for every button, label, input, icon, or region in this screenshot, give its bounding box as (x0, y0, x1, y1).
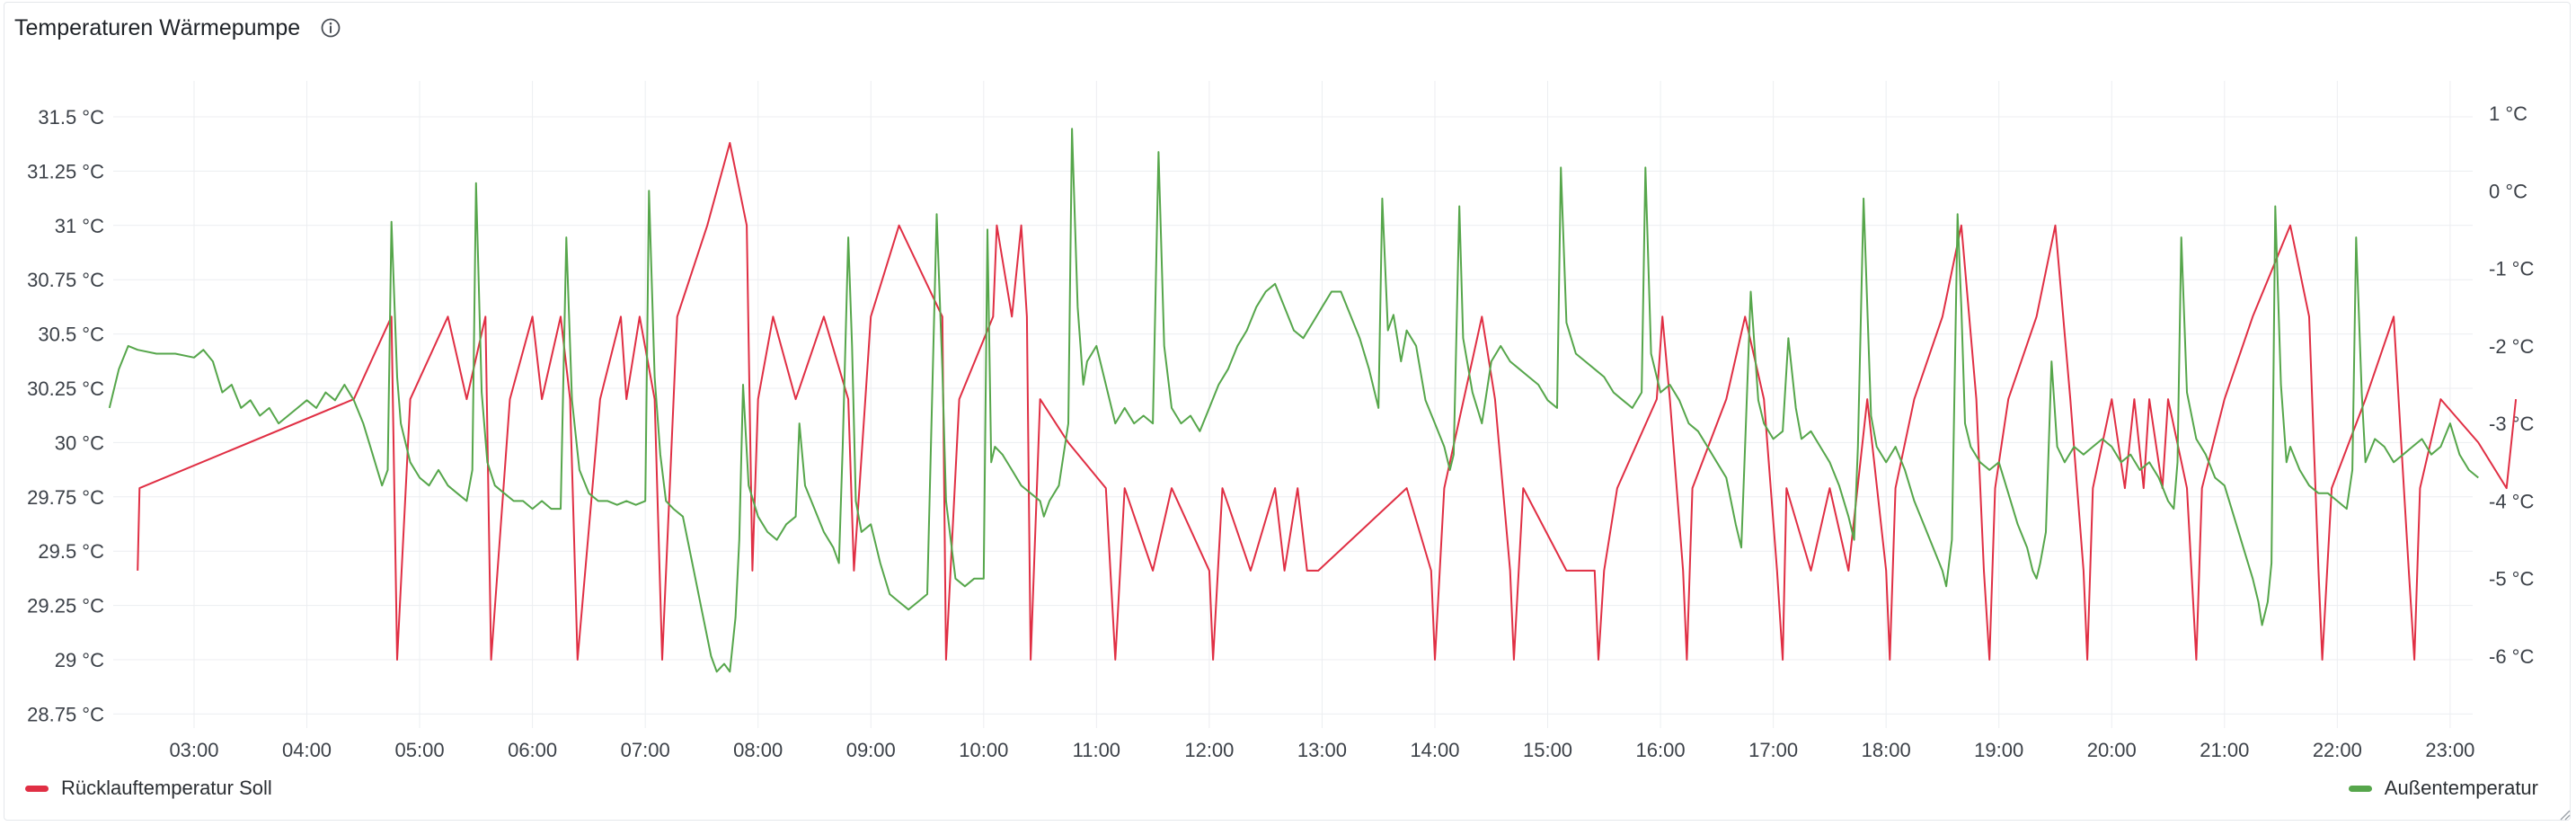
legend-label: Außentemperatur (2384, 777, 2538, 799)
x-tick-label: 19:00 (1974, 739, 2023, 761)
x-tick-label: 23:00 (2425, 739, 2474, 761)
series-line-ruecklauftemperatur-soll[interactable] (137, 142, 2518, 661)
chart-panel (4, 2, 2571, 821)
x-tick-label: 17:00 (1748, 739, 1798, 761)
y-left-tick-label: 29.5 °C (38, 540, 104, 563)
y-right-tick-label: -6 °C (2489, 645, 2534, 668)
legend-swatch-green (2348, 785, 2372, 792)
x-tick-label: 06:00 (508, 739, 557, 761)
y-right-tick-label: 1 °C (2489, 102, 2527, 125)
resize-handle-icon[interactable] (2558, 808, 2571, 821)
y-right-tick-label: -4 °C (2489, 490, 2534, 512)
x-tick-label: 15:00 (1523, 739, 1572, 761)
series-line-aussentemperatur[interactable] (108, 128, 2479, 673)
y-left-tick-label: 28.75 °C (27, 703, 104, 725)
y-left-tick-label: 29.75 °C (27, 486, 104, 509)
x-tick-label: 20:00 (2087, 739, 2137, 761)
y-right-tick-label: -5 °C (2489, 568, 2534, 591)
x-tick-label: 08:00 (733, 739, 783, 761)
x-tick-label: 07:00 (621, 739, 670, 761)
x-tick-label: 13:00 (1297, 739, 1347, 761)
y-left-tick-label: 31.5 °C (38, 106, 104, 129)
panel-title: Temperaturen Wärmepumpe (14, 14, 301, 40)
x-tick-label: 10:00 (959, 739, 1008, 761)
x-tick-label: 03:00 (169, 739, 218, 761)
x-tick-label: 04:00 (282, 739, 332, 761)
x-tick-label: 09:00 (846, 739, 896, 761)
y-left-tick-label: 30.75 °C (27, 269, 104, 291)
x-tick-label: 22:00 (2313, 739, 2362, 761)
y-left-tick-label: 30.25 °C (27, 377, 104, 400)
x-tick-label: 12:00 (1184, 739, 1234, 761)
legend-label: Rücklauftemperatur Soll (61, 777, 272, 799)
y-left-tick-label: 31 °C (55, 215, 104, 237)
y-right-tick-label: 0 °C (2489, 180, 2527, 202)
legend-item-left[interactable]: Rücklauftemperatur Soll (25, 777, 272, 800)
y-right-tick-label: -2 °C (2489, 335, 2534, 358)
y-left-tick-label: 29.25 °C (27, 595, 104, 617)
x-tick-label: 05:00 (395, 739, 445, 761)
x-tick-label: 14:00 (1410, 739, 1459, 761)
x-tick-label: 11:00 (1073, 739, 1120, 761)
x-tick-label: 21:00 (2200, 739, 2249, 761)
y-right-tick-label: -3 °C (2489, 413, 2534, 435)
legend-item-right[interactable]: Außentemperatur (2348, 777, 2538, 800)
grid-lines (113, 81, 2473, 728)
y-left-tick-label: 30 °C (55, 431, 104, 454)
legend-swatch-red (25, 785, 49, 792)
y-right-tick-label: -1 °C (2489, 258, 2534, 280)
info-circle-icon[interactable] (320, 17, 341, 39)
panel-header: Temperaturen Wärmepumpe (14, 13, 341, 43)
y-left-tick-label: 29 °C (55, 649, 104, 671)
x-tick-label: 18:00 (1862, 739, 1911, 761)
y-left-tick-label: 31.25 °C (27, 160, 104, 182)
x-tick-label: 16:00 (1636, 739, 1686, 761)
y-left-tick-label: 30.5 °C (38, 324, 104, 346)
